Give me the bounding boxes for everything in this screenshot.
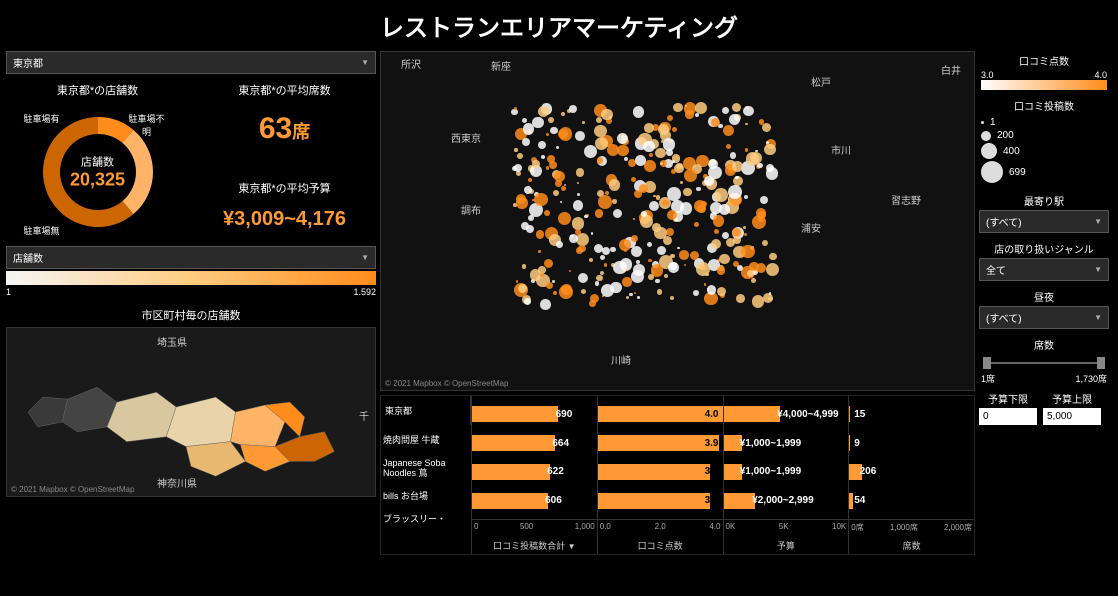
bar-row: 606 bbox=[472, 491, 597, 511]
map-attribution: © 2021 Mapbox © OpenStreetMap bbox=[385, 379, 508, 388]
stores-scale-min: 1 bbox=[6, 287, 11, 297]
ward-map-title: 市区町村毎の店舗数 bbox=[6, 303, 376, 327]
seats-label: 東京都*の平均席数 bbox=[193, 78, 376, 102]
size-legend-row: 1 bbox=[981, 117, 1107, 128]
budget-low-input[interactable] bbox=[979, 408, 1037, 425]
bars-col-title[interactable]: 予算 bbox=[724, 537, 849, 554]
chevron-down-icon: ▼ bbox=[361, 253, 369, 262]
bar-row: 15 bbox=[849, 404, 974, 424]
donut-chart: 店舗数 20,325 駐車場有駐車場不明駐車場無 bbox=[28, 102, 168, 242]
left-panel: 東京都 ▼ 東京都*の店舗数 店舗数 20,325 駐車場有駐車場不明駐車場無 … bbox=[6, 51, 376, 555]
daynight-filter-label: 昼夜 bbox=[979, 287, 1109, 306]
bar-row: 622 bbox=[472, 462, 597, 482]
seats-slider-label: 席数 bbox=[979, 335, 1109, 354]
size-legend-title: 口コミ投稿数 bbox=[979, 96, 1109, 115]
donut-center-value: 20,325 bbox=[70, 170, 125, 191]
bar-row: 690 bbox=[472, 404, 597, 424]
ranking-bars: 東京都 焼肉問屋 牛蔵 Japanese Soba Noodles 蔦 bills … bbox=[380, 395, 975, 555]
donut-legend-item: 駐車場不明 bbox=[126, 112, 168, 138]
bar-row: 4.0 bbox=[598, 404, 723, 424]
chevron-down-icon: ▼ bbox=[1094, 313, 1102, 322]
budget-value: ¥3,009~4,176 bbox=[193, 200, 376, 239]
bars-region: 東京都 bbox=[381, 396, 471, 425]
center-panel: © 2021 Mapbox © OpenStreetMap 所沢 新座松戸 白井西東… bbox=[380, 51, 975, 555]
budget-high-input[interactable] bbox=[1043, 408, 1101, 425]
stores-gradient-legend bbox=[6, 271, 376, 285]
chevron-down-icon: ▼ bbox=[1094, 265, 1102, 274]
bar-row: 3.9 bbox=[598, 433, 723, 453]
station-dropdown[interactable]: (すべて) ▼ bbox=[979, 210, 1109, 233]
bar-row: 3.6 bbox=[598, 491, 723, 511]
map-city-label: 白井 bbox=[941, 62, 961, 77]
donut-legend-item: 駐車場無 bbox=[24, 224, 60, 237]
seats-slider-min: 1席 bbox=[981, 372, 995, 385]
score-gradient bbox=[981, 80, 1107, 90]
daynight-value: (すべて) bbox=[986, 310, 1022, 325]
budget-low-label: 予算下限 bbox=[979, 391, 1037, 406]
genre-filter-label: 店の取り扱いジャンル bbox=[979, 239, 1109, 258]
map-city-label: 新座 bbox=[491, 58, 511, 73]
seats-value: 63席 bbox=[193, 102, 376, 156]
genre-value: 全て bbox=[986, 262, 1006, 277]
map-city-label: 西東京 bbox=[451, 130, 481, 145]
station-value: (すべて) bbox=[986, 214, 1022, 229]
bar-row: 664 bbox=[472, 433, 597, 453]
bar-row: 9 bbox=[849, 433, 974, 453]
right-filter-panel: 口コミ点数 3.0 4.0 口コミ投稿数 1 200 400 699 最寄り駅 (すべ… bbox=[979, 51, 1109, 555]
bar-row: 3.6 bbox=[598, 462, 723, 482]
station-filter-label: 最寄り駅 bbox=[979, 191, 1109, 210]
map-city-label: 松戸 bbox=[811, 74, 831, 89]
donut-center-label: 店舗数 bbox=[70, 154, 125, 170]
bars-col-title[interactable]: 口コミ投稿数合計 ▼ bbox=[472, 537, 597, 554]
size-legend-row: 200 bbox=[981, 130, 1107, 141]
sort-desc-icon: ▼ bbox=[568, 542, 576, 551]
map-city-label: 習志野 bbox=[891, 192, 921, 207]
bar-row: ¥2,000~2,999 bbox=[724, 491, 849, 511]
map-attribution: © 2021 Mapbox © OpenStreetMap bbox=[11, 485, 134, 494]
score-legend-min: 3.0 bbox=[981, 70, 994, 80]
bar-row: ¥4,000~4,999 bbox=[724, 404, 849, 424]
map-city-label: 川崎 bbox=[611, 352, 631, 367]
bar-row: 206 bbox=[849, 462, 974, 482]
bars-col-title[interactable]: 席数 bbox=[849, 537, 974, 554]
budget-high-label: 予算上限 bbox=[1043, 391, 1101, 406]
map-city-label: 浦安 bbox=[801, 220, 821, 235]
bars-col-title[interactable]: 口コミ点数 bbox=[598, 537, 723, 554]
map-city-label: 調布 bbox=[461, 202, 481, 217]
genre-dropdown[interactable]: 全て ▼ bbox=[979, 258, 1109, 281]
ward-choropleth-map[interactable]: 埼玉県 千 神奈川県 © 2021 Mapbox © OpenStreetMap bbox=[6, 327, 376, 497]
bar-row: ¥1,000~1,999 bbox=[724, 462, 849, 482]
daynight-dropdown[interactable]: (すべて) ▼ bbox=[979, 306, 1109, 329]
size-legend-row: 699 bbox=[981, 161, 1107, 183]
score-legend-title: 口コミ点数 bbox=[979, 51, 1109, 70]
chevron-down-icon: ▼ bbox=[361, 58, 369, 67]
bar-row-name: Japanese Soba Noodles 蔦 bbox=[383, 459, 469, 479]
page-title: レストランエリアマーケティング bbox=[0, 0, 1118, 51]
seats-slider-max: 1,730席 bbox=[1075, 372, 1107, 385]
region-dropdown[interactable]: 東京都 ▼ bbox=[6, 51, 376, 74]
bar-row-name: 焼肉問屋 牛蔵 bbox=[383, 436, 469, 446]
map-label-chiba: 千 bbox=[359, 408, 369, 423]
chevron-down-icon: ▼ bbox=[1094, 217, 1102, 226]
bar-row: 54 bbox=[849, 491, 974, 511]
bar-row-name: ブラッスリー・ bbox=[383, 515, 469, 525]
map-label-saitama: 埼玉県 bbox=[157, 334, 187, 349]
donut-legend-item: 駐車場有 bbox=[24, 112, 60, 125]
stores-scale-max: 1.592 bbox=[353, 287, 376, 297]
region-value: 東京都 bbox=[13, 55, 43, 70]
map-city-label: 市川 bbox=[831, 142, 851, 157]
seats-slider[interactable] bbox=[983, 362, 1105, 364]
stores-scale-label: 店舗数 bbox=[13, 250, 43, 265]
map-city-label: 所沢 bbox=[401, 56, 421, 71]
map-label-kanagawa: 神奈川県 bbox=[157, 475, 197, 490]
budget-label: 東京都*の平均予算 bbox=[193, 176, 376, 200]
dot-density-map[interactable]: © 2021 Mapbox © OpenStreetMap 所沢 新座松戸 白井西東… bbox=[380, 51, 975, 391]
size-legend-row: 400 bbox=[981, 143, 1107, 159]
bar-row: ¥1,000~1,999 bbox=[724, 433, 849, 453]
bar-row-name: bills お台場 bbox=[383, 492, 469, 502]
score-legend-max: 4.0 bbox=[1094, 70, 1107, 80]
stores-label: 東京都*の店舗数 bbox=[6, 78, 189, 102]
stores-scale-dropdown[interactable]: 店舗数 ▼ bbox=[6, 246, 376, 269]
